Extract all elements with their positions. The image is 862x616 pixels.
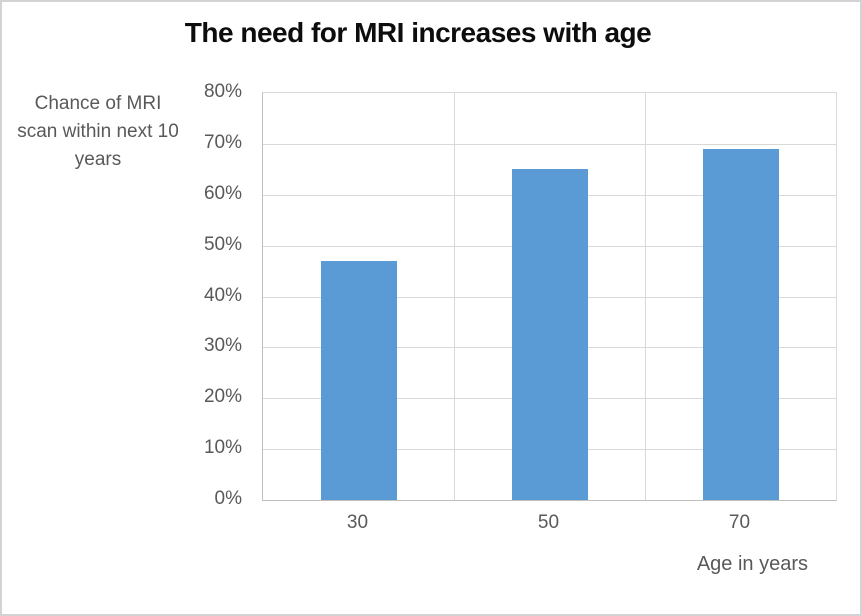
y-tick-label: 40% — [203, 284, 242, 306]
gridline-horizontal — [263, 143, 836, 145]
bar-age-30 — [321, 261, 397, 500]
x-tick-label: 50 — [537, 512, 560, 533]
chart-title: The need for MRI increases with age — [184, 17, 652, 48]
gridline-vertical — [645, 93, 646, 500]
x-tick-label: 70 — [728, 512, 751, 533]
y-tick-label: 0% — [214, 488, 242, 509]
y-tick-label: 60% — [203, 182, 242, 204]
x-tick-label: 30 — [346, 512, 369, 533]
plot-area — [262, 92, 837, 501]
x-axis-ticks: 30 50 70 — [262, 512, 835, 538]
x-axis-title: Age in years — [696, 553, 808, 575]
y-tick-label: 50% — [203, 233, 242, 255]
y-tick-label: 70% — [203, 131, 242, 153]
y-tick-label: 10% — [203, 437, 242, 459]
gridline-vertical — [454, 93, 455, 500]
y-tick-label: 20% — [203, 386, 242, 408]
bar-age-50 — [512, 169, 588, 500]
bar-age-70 — [703, 149, 779, 500]
y-tick-label: 30% — [203, 335, 242, 357]
y-tick-label: 80% — [203, 81, 242, 102]
y-axis-title: Chance of MRI scan within next 10 years — [17, 93, 179, 170]
y-axis-ticks: 0% 10% 20% 30% 40% 50% 60% 70% 80% — [2, 81, 242, 509]
